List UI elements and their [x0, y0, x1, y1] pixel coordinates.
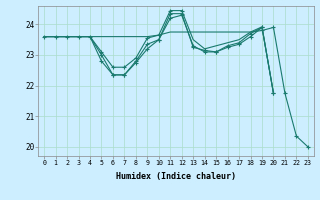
X-axis label: Humidex (Indice chaleur): Humidex (Indice chaleur)	[116, 172, 236, 181]
